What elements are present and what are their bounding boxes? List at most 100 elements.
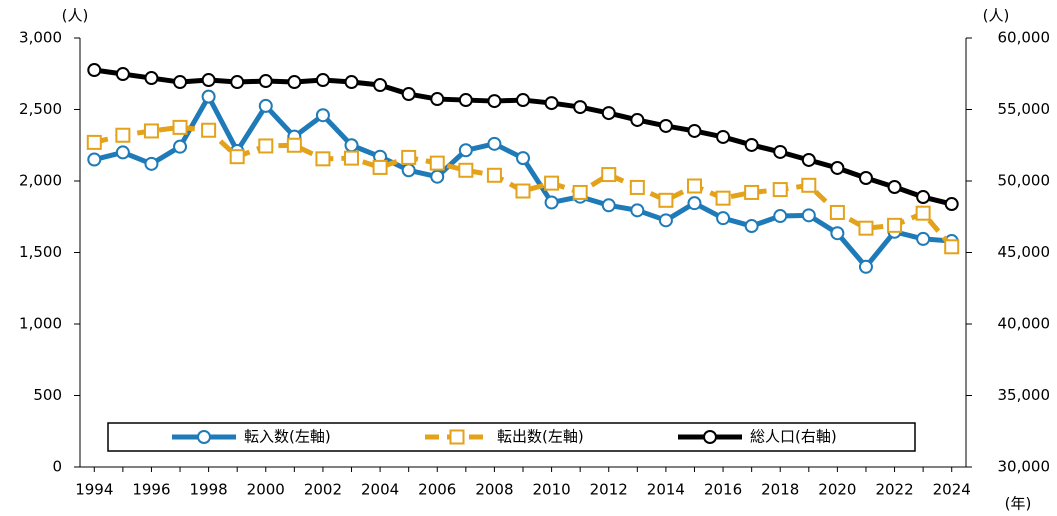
data-point [344, 150, 360, 166]
data-point [87, 152, 102, 167]
data-point [658, 118, 673, 133]
y-tick-label: 1,500 [19, 243, 62, 261]
data-point [144, 156, 159, 171]
legend-box [107, 422, 916, 452]
data-point [858, 259, 873, 274]
data-point [173, 139, 188, 154]
data-point [773, 144, 788, 159]
data-point [630, 203, 645, 218]
data-point [801, 152, 816, 167]
y-tick-label: 500 [33, 386, 62, 404]
data-point [601, 198, 616, 213]
data-point [829, 204, 845, 220]
data-point [572, 184, 588, 200]
data-point [716, 211, 731, 226]
data-point [544, 175, 560, 191]
x-tick-label: 2012 [590, 481, 628, 499]
data-point [830, 226, 845, 241]
data-point [115, 127, 131, 143]
data-point [430, 169, 445, 184]
x-tick-label: 1996 [132, 481, 170, 499]
data-point [915, 205, 931, 221]
x-tick-label: 2010 [532, 481, 570, 499]
x-tick-label: 1998 [190, 481, 228, 499]
data-point [230, 75, 245, 90]
data-point [258, 74, 273, 89]
y2-tick-label: 45,000 [998, 243, 1051, 261]
y-axis-label: (人) [62, 7, 89, 25]
data-point [143, 123, 159, 139]
x-tick-label: 2016 [704, 481, 742, 499]
x-tick-label: 2004 [361, 481, 399, 499]
x-tick-label: 2006 [418, 481, 456, 499]
data-point [573, 100, 588, 115]
data-point [516, 151, 530, 166]
data-point [429, 155, 445, 171]
data-point [629, 179, 645, 195]
data-point [487, 94, 502, 109]
y-tick-label: 0 [52, 458, 62, 476]
data-point [630, 112, 645, 127]
data-point [601, 106, 616, 121]
data-point [486, 167, 502, 183]
data-point [515, 183, 531, 199]
legend-marker [449, 429, 465, 445]
data-point [544, 96, 559, 111]
y2-tick-label: 55,000 [998, 100, 1051, 118]
x-tick-label: 2014 [647, 481, 685, 499]
y2-tick-label: 30,000 [998, 458, 1051, 476]
data-point [315, 73, 330, 88]
data-point [858, 220, 874, 236]
data-point [258, 138, 274, 154]
data-point [773, 209, 788, 224]
data-point [86, 134, 102, 150]
data-point [430, 92, 445, 107]
legend-marker [197, 430, 211, 444]
y-tick-label: 2,000 [19, 172, 62, 190]
data-point [487, 136, 502, 151]
data-point [658, 213, 673, 228]
y2-tick-label: 35,000 [998, 386, 1051, 404]
data-point [744, 137, 759, 152]
data-point [344, 75, 359, 90]
x-axis-label: (年) [1005, 495, 1032, 513]
y2-tick-label: 40,000 [998, 315, 1051, 333]
data-point [944, 239, 960, 255]
data-point [944, 197, 959, 212]
data-point [401, 163, 416, 178]
data-point [258, 98, 273, 113]
x-tick-label: 1994 [75, 481, 113, 499]
data-point [373, 78, 388, 93]
data-point [201, 73, 216, 88]
x-tick-label: 2018 [761, 481, 799, 499]
data-point [344, 138, 359, 153]
data-point [172, 119, 188, 135]
data-point [887, 180, 902, 195]
data-point [601, 167, 617, 183]
data-point [916, 190, 931, 205]
data-point [715, 190, 731, 206]
data-point [744, 219, 759, 234]
data-point [287, 75, 302, 90]
legend-label: 総人口(右軸) [750, 428, 837, 446]
data-point [458, 162, 474, 178]
x-tick-label: 2008 [475, 481, 513, 499]
data-point [772, 182, 788, 198]
data-point [830, 160, 845, 175]
y-tick-label: 2,500 [19, 100, 62, 118]
data-point [201, 122, 217, 138]
data-point [687, 123, 702, 138]
data-point [315, 108, 330, 123]
data-point [315, 151, 331, 167]
x-tick-label: 2002 [304, 481, 342, 499]
data-point [173, 75, 188, 90]
data-point [372, 159, 388, 175]
data-point [544, 195, 559, 210]
y-tick-label: 3,000 [19, 29, 62, 47]
data-point [801, 177, 817, 193]
data-point [229, 149, 245, 165]
data-point [687, 196, 702, 211]
data-point [115, 67, 130, 82]
data-point [887, 217, 903, 233]
y2-axis-label: (人) [983, 7, 1010, 25]
